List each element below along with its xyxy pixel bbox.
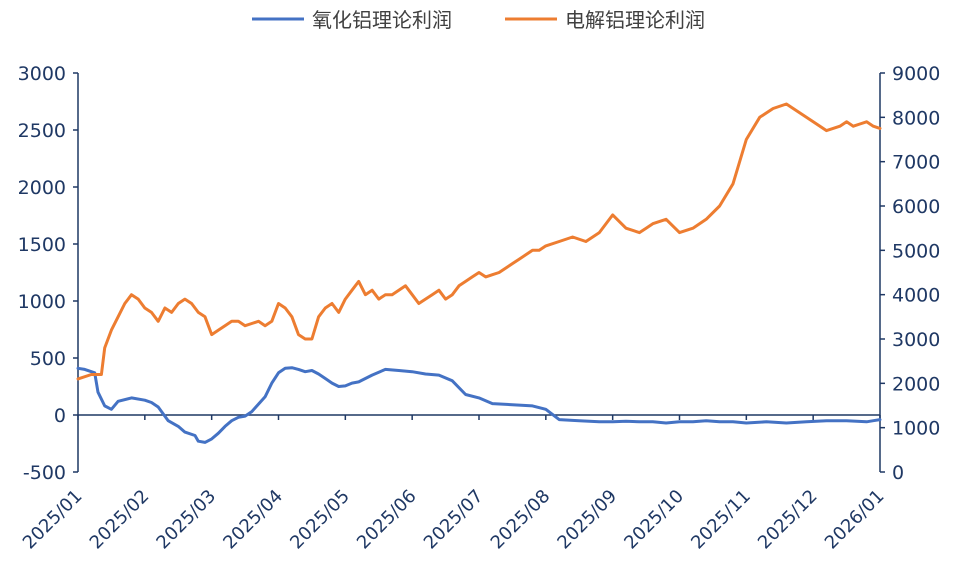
x-axis-tick-label: 2025/05 [286, 486, 354, 554]
x-axis-tick-label: 2025/10 [620, 486, 688, 554]
right-axis-tick-label: 4000 [892, 285, 940, 307]
right-axis-tick-label: 8000 [892, 107, 940, 129]
right-axis-tick-label: 0 [892, 462, 904, 484]
legend-label: 电解铝理论利润 [565, 8, 705, 32]
x-axis-tick-label: 2025/03 [152, 486, 220, 554]
left-axis-tick-label: 500 [30, 348, 66, 370]
x-axis-tick-label: 2025/07 [420, 486, 488, 554]
legend: 氧化铝理论利润 电解铝理论利润 [252, 8, 705, 32]
x-axis-tick-label: 2025/02 [86, 486, 154, 554]
legend-label: 氧化铝理论利润 [312, 8, 452, 32]
right-axis-tick-label: 5000 [892, 240, 940, 262]
x-axis-tick-label: 2026/01 [821, 486, 889, 554]
x-axis-tick-label: 2025/01 [19, 486, 87, 554]
x-axis-tick-label: 2025/11 [687, 486, 755, 554]
left-axis-tick-label: 1500 [18, 234, 66, 256]
right-axis-tick-label: 3000 [892, 329, 940, 351]
left-axis-tick-label: -500 [23, 462, 66, 484]
x-axis-tick-label: 2025/06 [353, 486, 421, 554]
left-axis-tick-label: 2500 [18, 120, 66, 142]
right-axis-tick-label: 2000 [892, 373, 940, 395]
x-axis-tick-label: 2025/08 [487, 486, 555, 554]
axes: -500 0 500 1000 1500 2000 2500 3000 0 1000 2000 300… [18, 63, 941, 553]
series-line-0 [76, 366, 882, 444]
x-axis-tick-label: 2025/09 [553, 486, 621, 554]
right-axis-tick-label: 6000 [892, 196, 940, 218]
right-axis-tick-label: 7000 [892, 152, 940, 174]
series-line-1 [76, 102, 882, 381]
right-axis-tick-label: 1000 [892, 418, 940, 440]
right-axis-tick-label: 9000 [892, 63, 940, 85]
left-axis-tick-label: 2000 [18, 177, 66, 199]
x-axis-tick-label: 2025/04 [219, 486, 287, 554]
left-axis-tick-label: 3000 [18, 63, 66, 85]
series-group [76, 102, 882, 444]
left-axis-tick-label: 1000 [18, 291, 66, 313]
left-axis-tick-label: 0 [54, 405, 66, 427]
x-axis-tick-label: 2025/12 [754, 486, 822, 554]
